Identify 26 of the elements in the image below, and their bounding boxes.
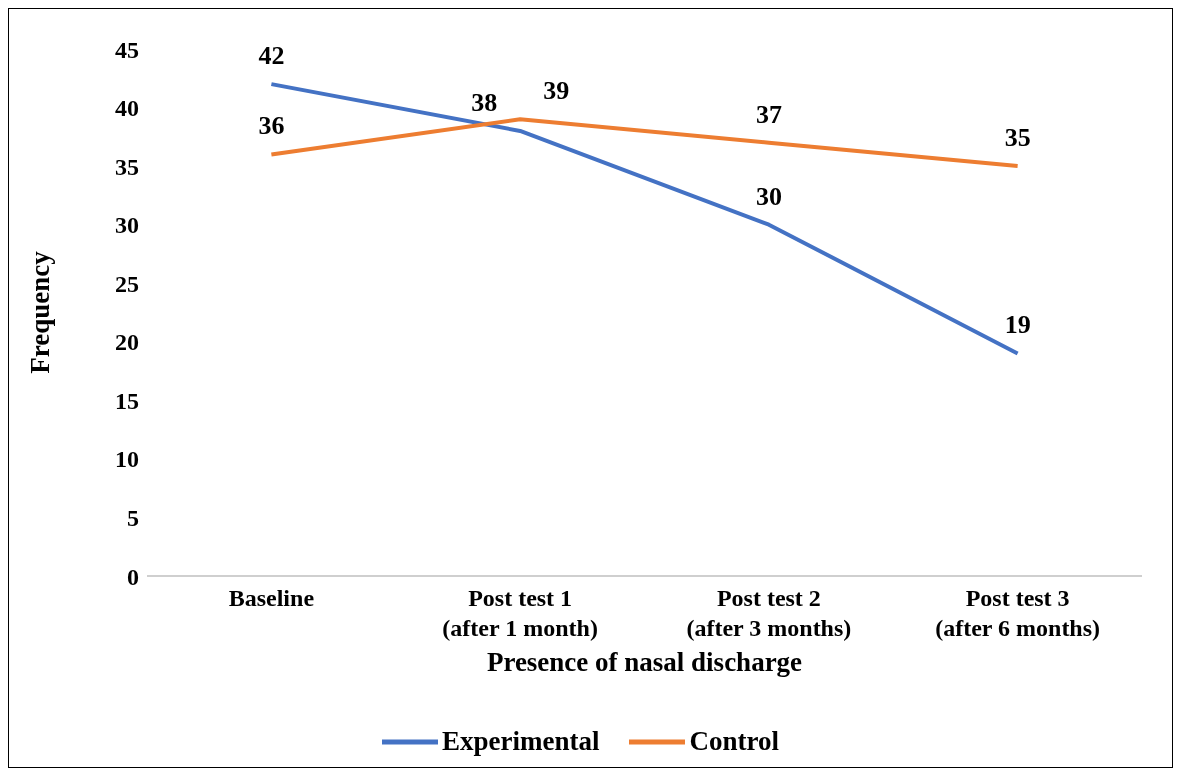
y-tick-label: 10 [115,446,139,473]
y-tick-label: 25 [115,270,139,297]
data-label: 19 [1004,310,1031,340]
data-label: 35 [1004,123,1031,153]
data-label: 42 [258,41,285,71]
legend-label: Experimental [442,726,600,757]
data-label: 30 [755,181,782,211]
y-tick-label: 45 [115,36,139,63]
x-tick-label: Baseline [228,585,315,611]
data-label: 39 [543,76,570,106]
x-tick-label: Post test 2 (after 3 months) [686,585,852,641]
y-tick-label: 15 [115,387,139,414]
x-tick-label: Post test 3 (after 6 months) [935,585,1101,641]
y-tick-label: 35 [115,153,139,180]
x-axis-title: Presence of nasal discharge [486,647,803,677]
y-tick-label: 5 [127,504,139,531]
data-label: 37 [755,99,782,129]
y-axis-title: Frequency [24,250,55,374]
x-tick-label: Post test 1 (after 1 month) [442,585,598,641]
y-tick-label: 40 [115,95,139,122]
y-tick-label: 0 [127,563,139,590]
data-label: 38 [471,87,498,117]
y-tick-label: 30 [115,212,139,239]
data-label: 36 [258,111,285,141]
legend-label: Control [689,726,779,757]
y-tick-label: 20 [115,329,139,356]
